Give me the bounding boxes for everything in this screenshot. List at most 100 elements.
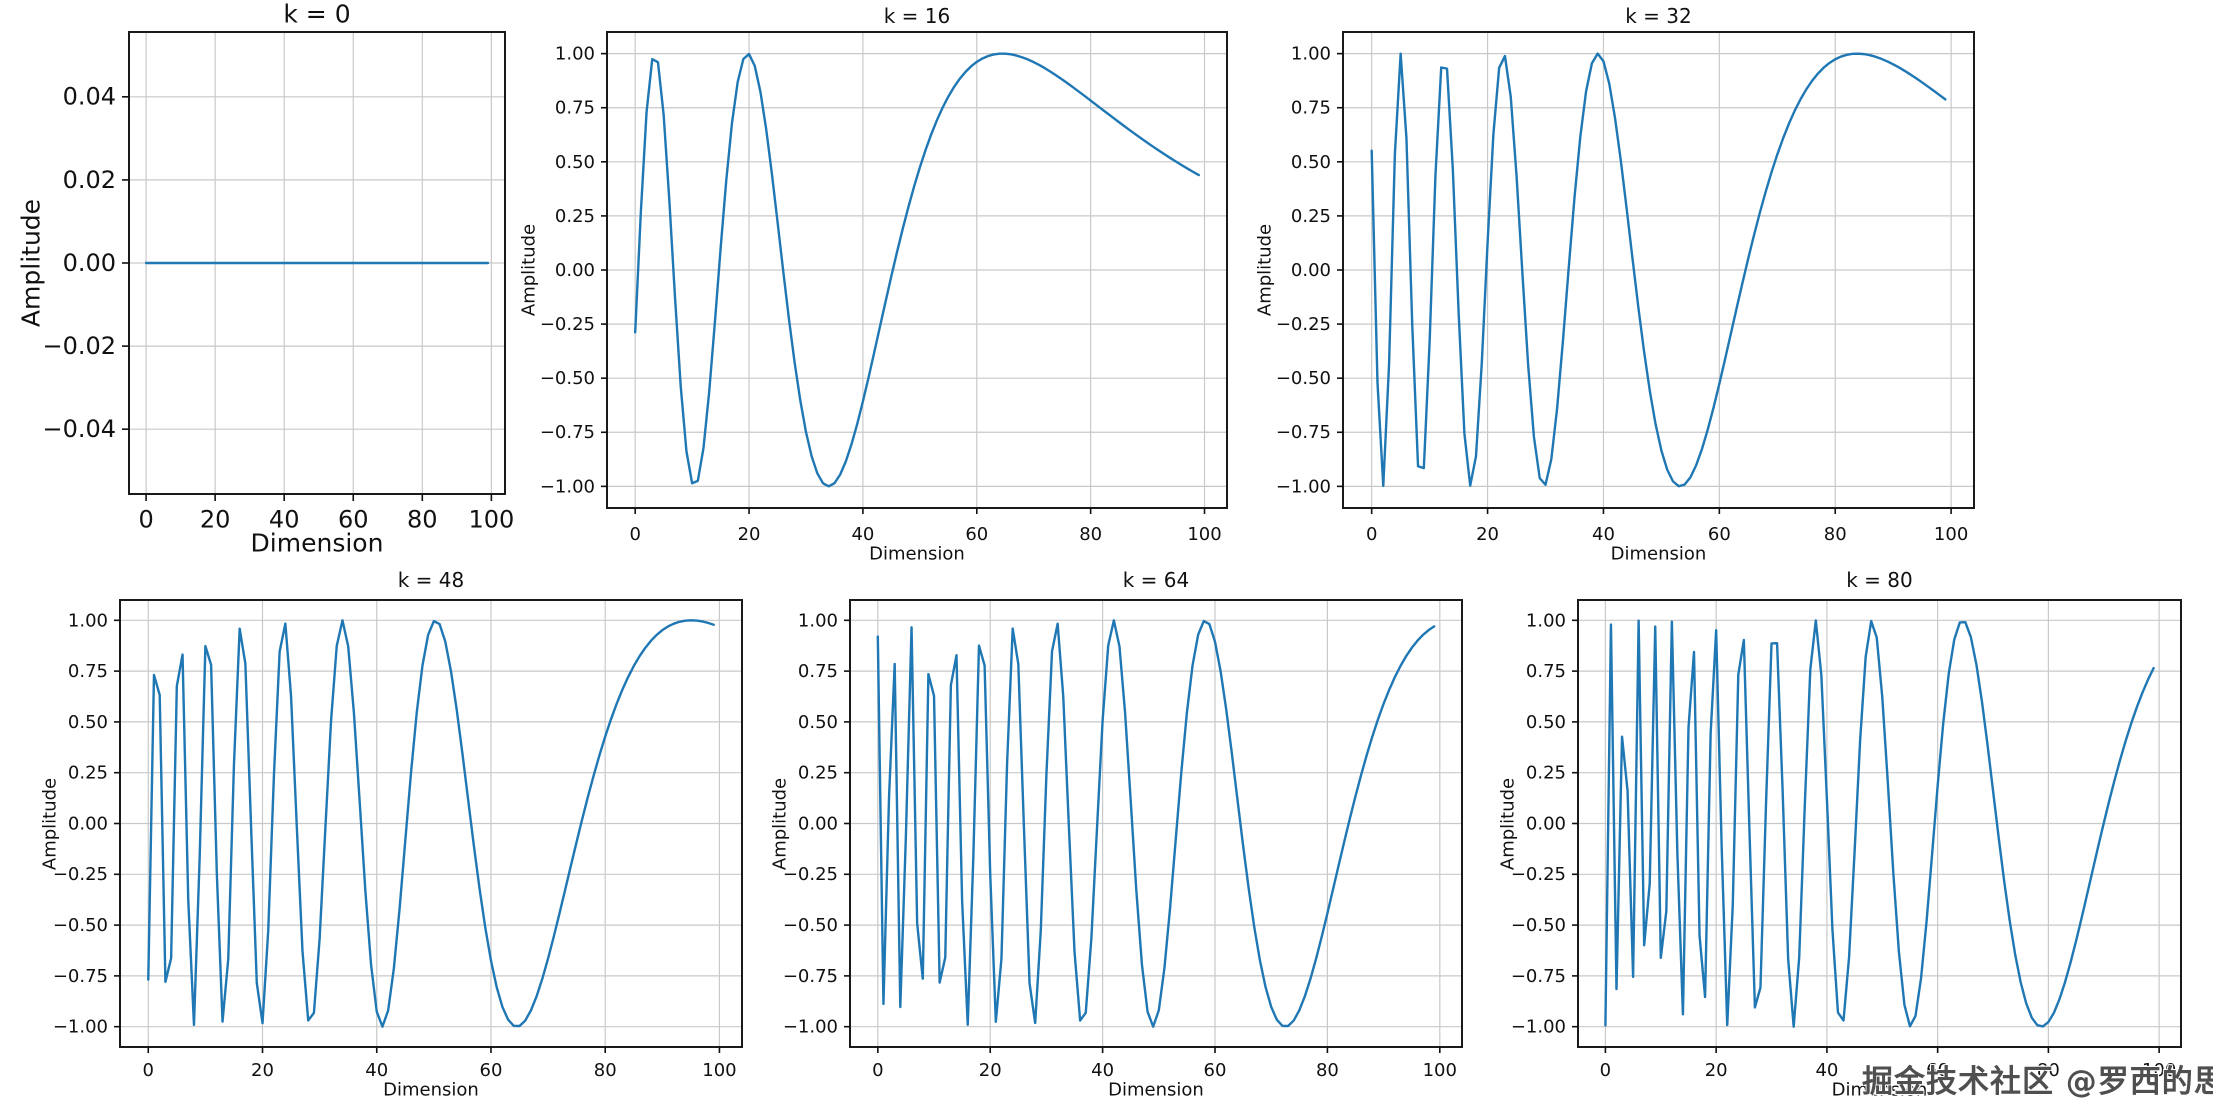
y-tick-label: 0.75 <box>68 661 108 682</box>
series-line <box>1604 619 2155 1028</box>
y-tick-label: 0.25 <box>68 763 108 784</box>
y-tick-label: 0.75 <box>798 661 838 682</box>
x-tick-label: 0 <box>138 506 153 534</box>
x-tick-label: 80 <box>594 1060 617 1081</box>
x-tick-label: 20 <box>738 524 761 545</box>
x-tick-label: 80 <box>1824 524 1847 545</box>
y-tick-label: −0.50 <box>783 915 838 936</box>
grid-lines <box>850 600 1462 1047</box>
y-tick-label: 0.00 <box>63 249 116 277</box>
y-axis-label: Amplitude <box>518 223 540 317</box>
y-axis-label: Amplitude <box>769 777 791 870</box>
y-axis-label: Amplitude <box>1497 777 1519 870</box>
y-tick-label: 0.75 <box>1291 98 1331 119</box>
x-tick-label: 100 <box>702 1060 736 1081</box>
x-axis-label: Dimension <box>1831 1079 1928 1101</box>
subplot-title: k = 80 <box>1846 568 1913 592</box>
y-tick-label: −0.50 <box>53 915 108 936</box>
y-tick-label: −0.25 <box>1276 314 1331 335</box>
x-tick-label: 60 <box>338 506 369 534</box>
y-ticks: 1.00 0.75 0.50 0.25 0.00 −0.25 −0.50 −0.75 −1.00 <box>540 44 607 497</box>
y-tick-label: 0.00 <box>1291 260 1331 281</box>
x-axis-label: Dimension <box>869 543 965 565</box>
x-tick-label: 20 <box>1476 524 1499 545</box>
watermark: 掘金技术社区 @罗西的思考 <box>1862 1064 2213 1100</box>
series-line <box>633 52 1201 488</box>
y-axis-label: Amplitude <box>1254 223 1276 317</box>
y-tick-label: −0.25 <box>783 864 838 885</box>
y-tick-label: 0.25 <box>798 763 838 784</box>
y-tick-label: −0.75 <box>1511 966 1566 987</box>
series-line <box>1370 52 1947 488</box>
y-tick-label: 0.00 <box>555 260 595 281</box>
y-tick-label: 0.02 <box>63 166 116 194</box>
plot-area: 0 20 40 60 80 100 1.00 0.75 0.50 0.25 0.00 −0.25 −0.… <box>1276 31 1975 545</box>
x-tick-label: 80 <box>1079 524 1102 545</box>
x-ticks: 0 20 40 60 80 100 <box>143 1047 737 1081</box>
x-tick-label: 40 <box>851 524 874 545</box>
y-tick-label: 0.50 <box>1526 712 1566 733</box>
y-tick-label: 0.00 <box>798 813 838 834</box>
y-tick-label: 0.50 <box>798 712 838 733</box>
x-tick-label: 60 <box>1204 1060 1227 1081</box>
x-tick-label: 20 <box>200 506 231 534</box>
x-tick-label: 100 <box>1934 524 1968 545</box>
x-tick-label: 100 <box>468 506 514 534</box>
y-ticks: 1.00 0.75 0.50 0.25 0.00 −0.25 −0.50 −0.75 −1.00 <box>1511 610 1578 1038</box>
y-tick-label: −0.75 <box>1276 422 1331 443</box>
x-tick-label: 80 <box>407 506 438 534</box>
x-tick-label: 60 <box>1708 524 1731 545</box>
y-tick-label: −0.50 <box>1276 368 1331 389</box>
x-tick-label: 80 <box>1316 1060 1339 1081</box>
grid-lines <box>607 32 1227 508</box>
y-tick-label: −1.00 <box>1276 476 1331 497</box>
x-tick-label: 40 <box>1091 1060 1114 1081</box>
x-tick-label: 40 <box>1592 524 1615 545</box>
y-axis-label: Amplitude <box>16 198 46 328</box>
grid-lines <box>120 600 742 1047</box>
x-tick-label: 80 <box>2037 1060 2060 1081</box>
subplot-title: k = 64 <box>1122 568 1190 592</box>
x-tick-label: 60 <box>480 1060 503 1081</box>
x-tick-label: 0 <box>143 1060 154 1081</box>
x-ticks: 0 20 40 60 80 100 <box>1366 508 1968 545</box>
y-tick-label: 0.25 <box>1526 763 1566 784</box>
x-ticks: 0 20 40 60 80 100 <box>1600 1047 2176 1081</box>
y-tick-label: 0.00 <box>68 813 108 834</box>
y-ticks: 0.04 0.02 0.00 −0.02 −0.04 <box>42 83 129 443</box>
x-ticks: 0 20 40 60 80 100 <box>872 1047 1457 1081</box>
plot-area: 0 20 40 60 80 100 1.00 0.75 0.50 0.25 0.00 −0.25 −0.… <box>540 31 1228 545</box>
y-tick-label: 0.75 <box>1526 661 1566 682</box>
x-tick-label: 0 <box>1366 524 1377 545</box>
x-axis-label: Dimension <box>250 528 384 558</box>
y-ticks: 1.00 0.75 0.50 0.25 0.00 −0.25 −0.50 −0.75 −1.00 <box>783 610 850 1038</box>
y-tick-label: 1.00 <box>1526 610 1566 631</box>
y-tick-label: 1.00 <box>68 610 108 631</box>
x-ticks: 0 20 40 60 80 100 <box>629 508 1222 545</box>
subplot-title: k = 32 <box>1625 4 1692 28</box>
x-tick-label: 100 <box>2142 1060 2176 1081</box>
y-tick-label: −1.00 <box>783 1017 838 1038</box>
subplot-title: k = 48 <box>397 568 465 592</box>
plot-area: 0 20 40 60 80 100 1.00 0.75 0.50 0.25 0.00 −0.25 −0.… <box>53 599 743 1081</box>
y-tick-label: −0.25 <box>1511 864 1566 885</box>
x-tick-label: 20 <box>1705 1060 1728 1081</box>
y-tick-label: −1.00 <box>540 476 595 497</box>
y-tick-label: 0.75 <box>555 98 595 119</box>
x-tick-label: 60 <box>1926 1060 1949 1081</box>
y-ticks: 1.00 0.75 0.50 0.25 0.00 −0.25 −0.50 −0.75 −1.00 <box>1276 44 1343 497</box>
subplot-title: k = 16 <box>883 4 951 28</box>
x-tick-label: 40 <box>269 506 300 534</box>
x-tick-label: 20 <box>251 1060 274 1081</box>
x-tick-label: 100 <box>1423 1060 1457 1081</box>
x-ticks: 0 20 40 60 80 100 <box>138 494 514 534</box>
x-tick-label: 60 <box>965 524 988 545</box>
y-tick-label: −0.02 <box>42 332 116 360</box>
y-tick-label: 0.04 <box>63 83 116 111</box>
y-tick-label: 0.50 <box>1291 152 1331 173</box>
y-tick-label: 0.25 <box>1291 206 1331 227</box>
y-tick-label: −0.50 <box>1511 915 1566 936</box>
series-line <box>876 619 1436 1028</box>
x-axis-label: Dimension <box>383 1079 479 1101</box>
y-tick-label: 1.00 <box>555 44 595 65</box>
